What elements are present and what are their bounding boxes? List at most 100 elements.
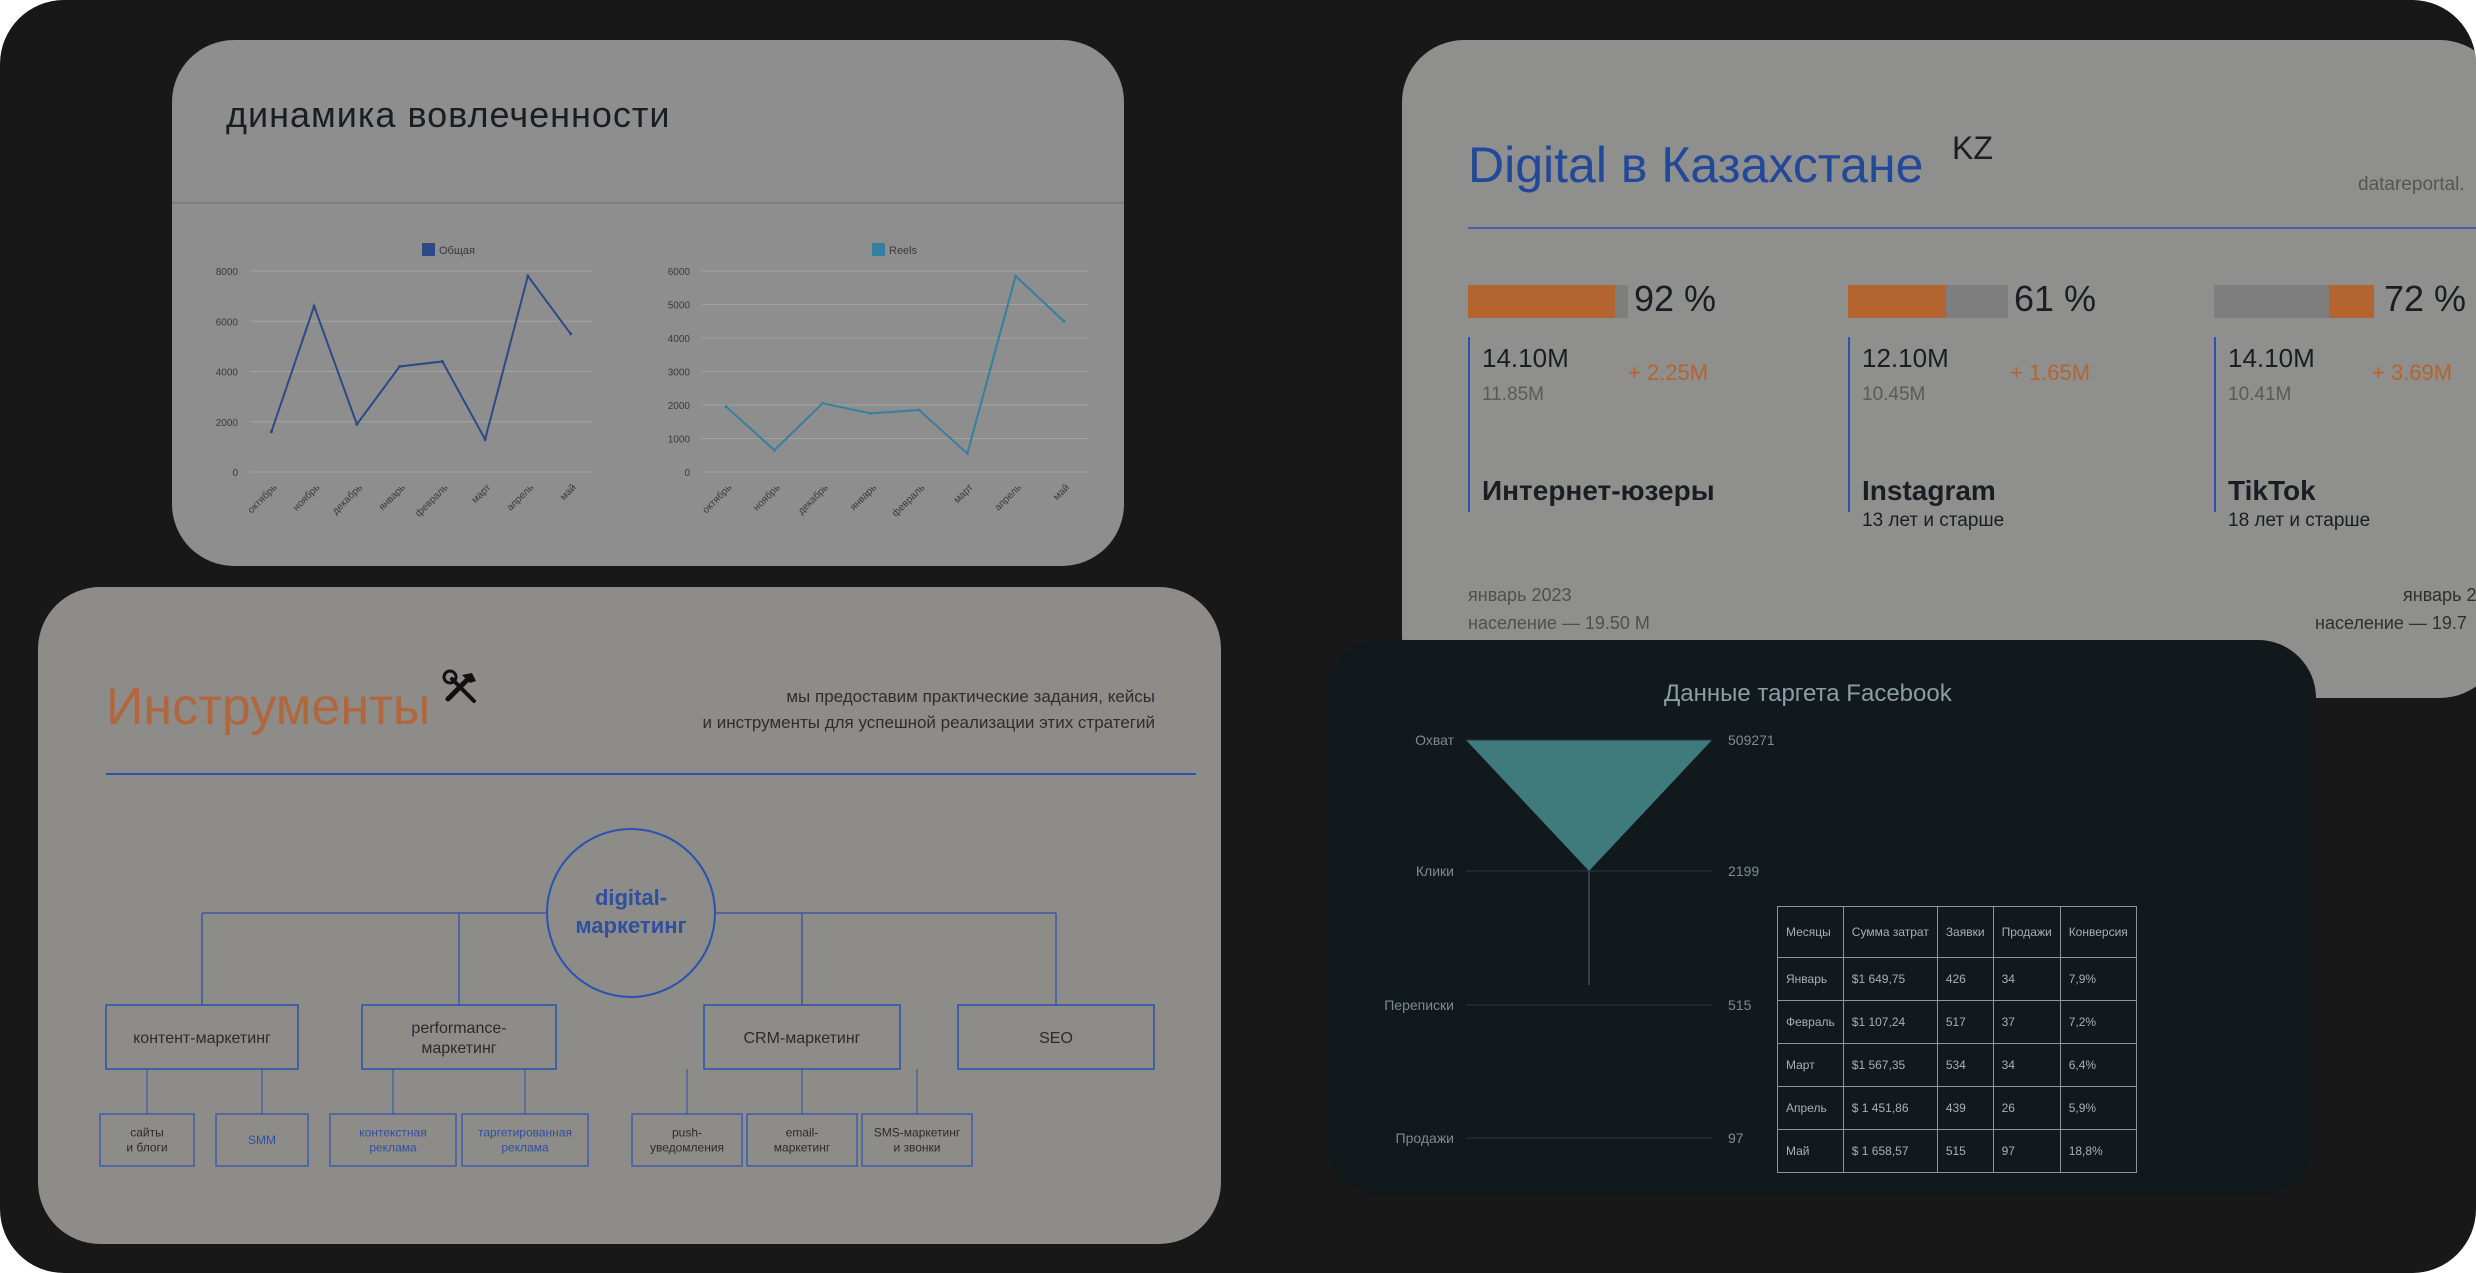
hammer-wrench-icon (442, 669, 482, 714)
x-tick-label: январь (377, 482, 408, 513)
x-tick-label: январь (848, 482, 879, 513)
table-cell: 6,4% (2059, 1043, 2137, 1087)
x-tick-label: октябрь (700, 482, 734, 516)
x-tick-label: декабрь (795, 482, 830, 517)
stat-label: Интернет-юзеры (1482, 475, 1715, 506)
data-point (355, 422, 359, 426)
funnel-stage-value: 2199 (1728, 863, 1759, 879)
digital-divider (1468, 227, 2476, 229)
x-tick-label: апрель (505, 482, 536, 513)
funnel-stage-label: Переписки (1384, 997, 1454, 1013)
funnel-stage-label: Охват (1415, 732, 1454, 748)
progress-bar-internet (1468, 285, 1628, 318)
leaf-box (329, 1113, 457, 1167)
x-tick-label: февраль (413, 482, 451, 520)
x-tick-label: март (952, 482, 976, 506)
table-cell: Апрель (1777, 1086, 1844, 1130)
branch-box (361, 1004, 557, 1070)
leaf-label: контекстная (359, 1126, 426, 1140)
funnel-stage-value: 515 (1728, 997, 1752, 1013)
table-cell: 5,9% (2059, 1086, 2137, 1130)
x-tick-label: ноябрь (290, 482, 322, 514)
legend-swatch (872, 243, 885, 256)
digital-kz-card: Digital в Казахстане KZ datareportal. 92… (1402, 40, 2476, 698)
stat-sub: 13 лет и старше (1862, 510, 2005, 531)
stat-value: 14.10M (1482, 343, 1569, 373)
stat-sub: 18 лет и старше (2228, 510, 2371, 531)
funnel-stage-label: Продажи (1396, 1130, 1454, 1146)
branch-label: CRM-маркетинг (743, 1030, 860, 1047)
footer-date-right: январь 2 (2403, 585, 2476, 605)
funnel-stage-value: 509271 (1728, 732, 1775, 748)
table-cell: Февраль (1777, 1000, 1844, 1044)
leaf-label: SMM (248, 1133, 276, 1147)
branch-box (957, 1004, 1155, 1070)
table-cell: Январь (1777, 957, 1844, 1001)
stat-pct: 92 % (1634, 278, 1717, 319)
table-row: Март $1 567,35 534 34 6,4% (1777, 1043, 2137, 1087)
leaf-label: реклама (369, 1141, 417, 1155)
stat-prev: 10.41M (2228, 384, 2292, 405)
y-tick-label: 2000 (216, 418, 239, 429)
funnel-stage-value: 97 (1728, 1130, 1744, 1146)
table-row: Февраль $1 107,24 517 37 7,2% (1777, 1000, 2137, 1044)
data-point (312, 304, 316, 308)
table-header: Месяцы (1777, 906, 1844, 958)
leaf-box (215, 1113, 309, 1167)
leaf-box (461, 1113, 589, 1167)
x-tick-label: октябрь (245, 482, 279, 516)
leaf-label: сайты (130, 1126, 164, 1140)
leaf-label: уведомления (650, 1141, 724, 1155)
engagement-title: динамика вовлеченности (226, 94, 671, 135)
engagement-card: динамика вовлеченности 0 2000 4000 6000 8000… (172, 40, 1124, 566)
data-point (483, 437, 487, 441)
table-header: Конверсия (2059, 906, 2137, 958)
leaf-label: push- (672, 1126, 702, 1140)
leaf-box (746, 1113, 858, 1167)
table-cell: $1 107,24 (1842, 1000, 1938, 1044)
stat-pct: 72 % (2384, 278, 2467, 319)
table-header-row: Месяцы Сумма затрат Заявки Продажи Конве… (1777, 906, 2137, 958)
stat-delta: + 1.65M (2010, 360, 2091, 385)
branch-label: контент-маркетинг (133, 1030, 271, 1047)
funnel-triangle (1466, 740, 1712, 871)
footer-population: население — 19.50 M (1468, 613, 1650, 633)
stat-label: TikTok (2228, 475, 2316, 506)
series-line (725, 274, 1065, 456)
data-point (526, 274, 530, 278)
progress-bar-tiktok (2214, 285, 2374, 318)
progress-bar-instagram (1848, 285, 2008, 318)
tools-divider (106, 773, 1196, 775)
table-cell: 34 (1992, 957, 2061, 1001)
branch-label: SEO (1039, 1030, 1073, 1047)
data-point (917, 408, 921, 412)
leaf-box (861, 1113, 973, 1167)
stat-pct: 61 % (2014, 278, 2097, 319)
facebook-funnel: Охват 509271 Клики 2199 Переписки 515 Продажи 9… (1384, 732, 1775, 1146)
x-tick-label: май (558, 482, 579, 503)
y-tick-label: 0 (684, 468, 690, 479)
center-node-label: digital- (595, 885, 667, 910)
digital-title: Digital в Казахстане (1468, 137, 1924, 193)
table-cell: 26 (1992, 1086, 2061, 1130)
data-point (724, 405, 728, 409)
stat-prev: 10.45M (1862, 384, 1926, 405)
table-cell: 426 (1936, 957, 1994, 1001)
table-cell: 18,8% (2059, 1129, 2137, 1173)
branch-label: performance- (411, 1020, 506, 1037)
data-point (772, 448, 776, 452)
tools-note-line1: мы предоставим практические задания, кей… (786, 687, 1155, 706)
table-cell: 37 (1992, 1000, 2061, 1044)
stat-delta: + 3.69M (2372, 360, 2453, 385)
legend-label: Reels (889, 245, 918, 257)
table-row: Май $ 1 658,57 515 97 18,8% (1777, 1129, 2137, 1173)
y-tick-label: 5000 (668, 301, 691, 312)
table-cell: 7,2% (2059, 1000, 2137, 1044)
data-point (269, 430, 273, 434)
data-point (1014, 274, 1018, 278)
y-tick-label: 4000 (668, 334, 691, 345)
table-row: Апрель $ 1 451,86 439 26 5,9% (1777, 1086, 2137, 1130)
x-tick-label: март (470, 482, 494, 506)
x-tick-label: февраль (890, 482, 928, 520)
